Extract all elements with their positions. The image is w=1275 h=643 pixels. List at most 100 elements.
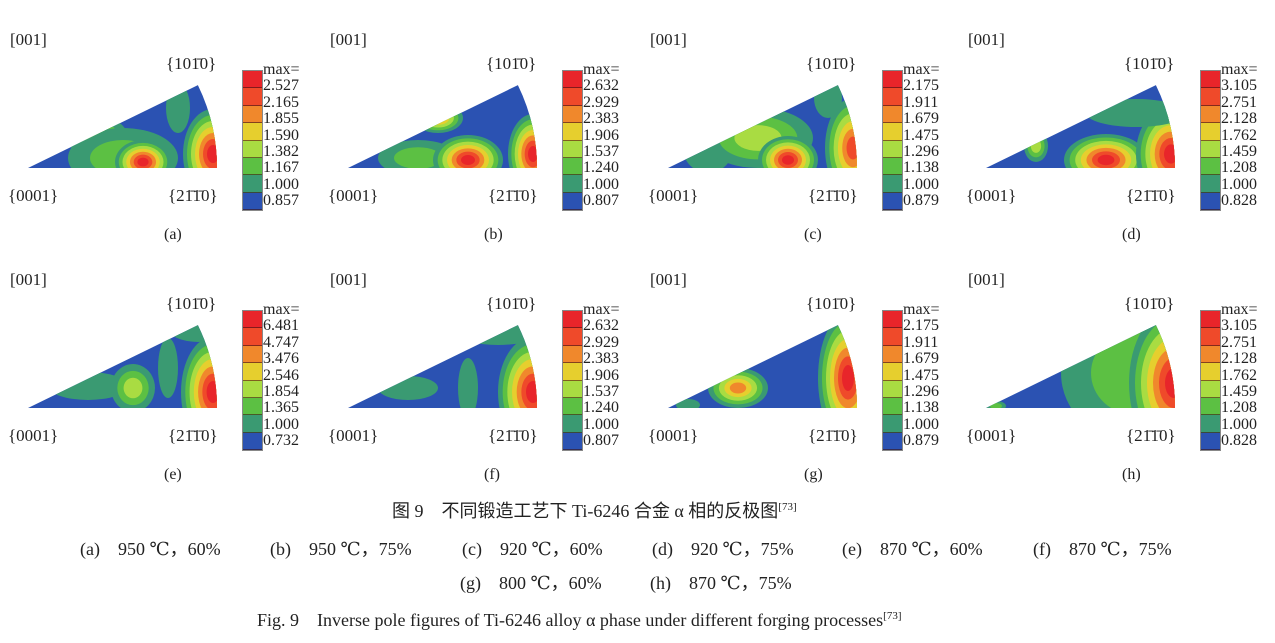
legend-value: max=: [263, 301, 300, 318]
legend-swatch: [883, 397, 902, 416]
legend-value: 1.762: [1221, 366, 1257, 384]
legend-value: 2.632: [583, 317, 619, 335]
legend-swatch: [243, 105, 262, 124]
condition-g: (g) 800 ℃，60%: [460, 573, 602, 593]
legend-swatch: [883, 311, 902, 329]
legend-value: max=: [583, 301, 620, 318]
legend-swatch: [883, 380, 902, 398]
legend-value: 6.481: [263, 317, 299, 335]
legend-value: 0.828: [1221, 432, 1257, 450]
legend-swatch: [243, 380, 262, 398]
ipf-panel-b: [001] {101̄0} {0001} {21̄1̄0} (b) max= 2.…: [320, 10, 638, 250]
legend-value: max=: [263, 61, 300, 78]
legend-value: 1.911: [903, 93, 939, 111]
legend-value: max=: [583, 61, 620, 78]
legend-value: 1.459: [1221, 383, 1257, 401]
axis-label-2-1-10: {21̄1̄0}: [808, 426, 858, 445]
intensity-contour: [158, 338, 178, 398]
legend-value: max=: [1221, 301, 1258, 318]
legend-swatch: [243, 192, 262, 210]
legend-swatch: [883, 432, 902, 450]
legend-value: 1.365: [263, 399, 299, 417]
intensity-contour: [814, 85, 842, 118]
legend-swatch: [243, 397, 262, 416]
legend-value: 1.296: [903, 383, 939, 401]
condition-e: (e) 870 ℃，60%: [842, 539, 983, 559]
legend-value: 1.679: [903, 110, 939, 128]
legend-value: 1.537: [583, 143, 619, 161]
panel-label: (b): [484, 226, 503, 243]
caption-en-ref: [73]: [883, 610, 902, 622]
color-legend: [1200, 70, 1221, 211]
axis-label-0001: {0001}: [8, 426, 59, 445]
legend-value: 1.138: [903, 159, 939, 177]
legend-swatch: [883, 192, 902, 210]
legend-value: 2.751: [1221, 333, 1257, 351]
intensity-contour: [846, 136, 858, 160]
legend-value: 2.929: [583, 93, 619, 111]
legend-value: 3.105: [1221, 317, 1257, 335]
legend-value: 2.383: [583, 110, 619, 128]
axis-label-001: [001]: [330, 30, 367, 49]
panel-label: (a): [164, 226, 182, 243]
intensity-contour: [426, 111, 450, 125]
inverse-pole-figure: [28, 325, 218, 408]
intensity-contour: [458, 325, 538, 345]
panel-label: (h): [1122, 466, 1141, 483]
legend-swatch: [243, 175, 262, 193]
inverse-pole-figure: [28, 85, 218, 168]
legend-swatch: [563, 140, 582, 158]
axis-label-10-10: {101̄0}: [806, 294, 857, 313]
legend-value: 1.906: [583, 126, 619, 144]
axis-label-10-10: {101̄0}: [166, 54, 217, 73]
legend-value: 1.475: [903, 366, 939, 384]
intensity-contour: [1086, 99, 1176, 127]
axis-label-0001: {0001}: [648, 186, 699, 205]
legend-swatch: [243, 140, 262, 158]
legend-value: 1.000: [903, 415, 939, 433]
intensity-contour: [461, 155, 475, 165]
legend-value: 2.383: [583, 350, 619, 368]
intensity-contour: [458, 358, 478, 408]
legend-value: 3.105: [1221, 77, 1257, 95]
color-legend: [242, 310, 263, 451]
axis-label-001: [001]: [330, 270, 367, 289]
color-legend: [1200, 310, 1221, 451]
panel-label: (c): [804, 226, 822, 243]
legend-swatch: [243, 415, 262, 433]
legend-value: 1.000: [583, 175, 619, 193]
condition-d: (d) 920 ℃，75%: [652, 539, 794, 559]
legend-swatch: [883, 415, 902, 433]
legend-value: 1.382: [263, 143, 299, 161]
legend-values: max= 2.632 2.929 2.383 1.906 1.537 1.240 1.000 0…: [583, 301, 620, 450]
legend-swatch: [563, 71, 582, 89]
axis-label-10-10: {101̄0}: [486, 54, 537, 73]
axis-label-0001: {0001}: [648, 426, 699, 445]
legend-swatch: [883, 88, 902, 106]
legend-swatch: [1201, 71, 1220, 89]
legend-value: 2.175: [903, 317, 939, 335]
intensity-contour: [431, 113, 445, 123]
intensity-contour: [207, 145, 218, 163]
legend-swatch: [243, 88, 262, 106]
legend-swatch: [563, 432, 582, 450]
intensity-contour: [206, 381, 218, 403]
legend-swatch: [1201, 311, 1220, 329]
legend-swatch: [563, 175, 582, 193]
inverse-pole-figure: [668, 325, 858, 408]
legend-swatch: [1201, 157, 1220, 176]
axis-label-2-1-10: {21̄1̄0}: [1126, 186, 1176, 205]
caption-cn-title: 图 9 不同锻造工艺下 Ti-6246 合金 α 相的反极图: [392, 501, 779, 521]
legend-swatch: [883, 71, 902, 89]
legend-value: 1.855: [263, 110, 299, 128]
legend-value: max=: [1221, 61, 1258, 78]
legend-value: 0.857: [263, 192, 299, 210]
panel-label: (f): [484, 466, 500, 483]
legend-swatch: [883, 105, 902, 124]
axis-label-10-10: {101̄0}: [806, 54, 857, 73]
intensity-contour: [1159, 358, 1176, 408]
legend-value: 1.000: [263, 175, 299, 193]
legend-value: 1.911: [903, 333, 939, 351]
condition-a: (a) 950 ℃，60%: [80, 539, 221, 559]
legend-swatch: [243, 328, 262, 346]
